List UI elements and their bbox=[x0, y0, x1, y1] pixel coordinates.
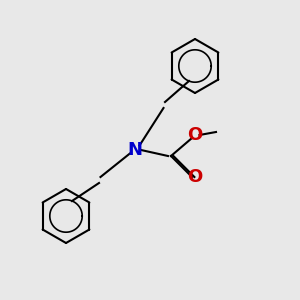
Text: O: O bbox=[188, 168, 202, 186]
Text: O: O bbox=[188, 126, 202, 144]
Text: N: N bbox=[128, 141, 142, 159]
